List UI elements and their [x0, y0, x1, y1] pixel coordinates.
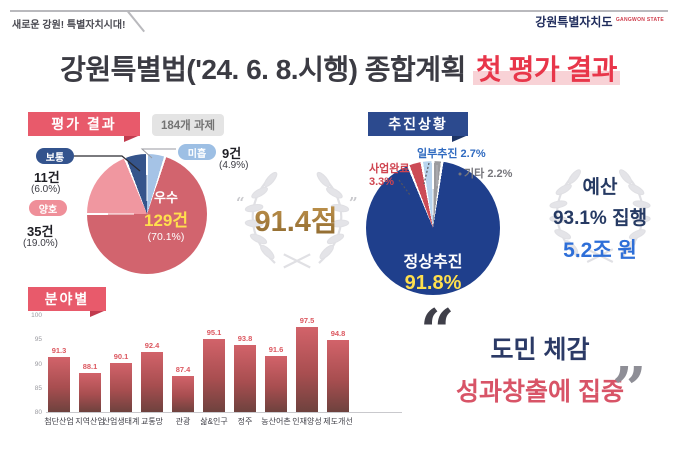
budget-line2: 93.1% 집행	[552, 208, 648, 229]
bar-value-label: 97.5	[299, 316, 315, 326]
quote-line2: 성과창출에 집중	[456, 378, 624, 406]
bar	[234, 345, 256, 412]
task-count-badge: 184개 과제	[152, 114, 225, 136]
slice-label-excellent: 우수	[154, 190, 178, 205]
page-title-highlight: 첫 평가 결과	[473, 54, 620, 85]
bar	[110, 363, 132, 412]
bar-value-label: 91.6	[268, 344, 284, 354]
province-slogan: 새로운 강원! 특별자치시대!	[12, 20, 126, 31]
bar-category-label: 삶&인구	[200, 417, 228, 426]
bar-value-label: 87.4	[175, 365, 191, 375]
bar	[265, 355, 287, 412]
bar	[79, 372, 101, 412]
slice-pct-average: (6.0%)	[31, 184, 61, 195]
slice-label-normal: 정상추진	[403, 254, 463, 271]
quote-line1: 도민 체감	[490, 336, 590, 364]
bar-category-label: 인재양성	[292, 417, 322, 426]
budget-line3: 5.2조 원	[563, 239, 637, 262]
bar-category-label: 첨단산업	[44, 417, 74, 426]
bar-value-label: 90.1	[113, 352, 129, 362]
slice-pct-good: (19.0%)	[23, 238, 59, 249]
section-label-evaluation: 평가 결과	[28, 112, 140, 142]
bar	[48, 357, 70, 412]
y-axis-tick: 100	[31, 312, 42, 319]
bar-value-label: 92.4	[144, 340, 160, 350]
budget-line1: 예산	[582, 177, 618, 198]
open-quote-icon: “	[420, 297, 455, 367]
page-title-prefix: 강원특별법('24. 6. 8.시행) 종합계획	[60, 54, 474, 85]
gangwon-state-logo: 강원특별자치도 GANGWON STATE	[535, 13, 664, 30]
bar-value-label: 93.8	[237, 334, 253, 344]
top-divider	[10, 10, 668, 12]
bar-category-label: 정주	[237, 417, 253, 426]
bar-value-label: 95.1	[206, 327, 222, 337]
bar-category-label: 관광	[175, 417, 191, 426]
open-quote-icon: “	[236, 194, 245, 212]
y-axis-tick: 90	[34, 360, 42, 368]
slice-pill-average: 보통	[36, 148, 74, 164]
slice-pct-excellent: (70.1%)	[147, 231, 185, 243]
slice-count-insufficient: 9건	[222, 146, 242, 161]
section-label-progress: 추진상황	[368, 112, 468, 142]
progress-pie-main-label: 정상추진 91.8%	[380, 248, 486, 295]
bar-category-label: 교통망	[140, 417, 164, 426]
slice-count-excellent: 129건	[143, 211, 188, 230]
logo-subtext: GANGWON STATE	[615, 17, 664, 23]
bar-value-label: 94.8	[330, 329, 346, 339]
evaluation-pie-chart	[87, 154, 207, 274]
y-axis-tick: 95	[34, 336, 42, 344]
bar	[203, 338, 225, 412]
progress-pie-chart	[366, 161, 500, 295]
bar-category-label: 산업생태계	[102, 417, 140, 426]
bar-category-label: 제도개선	[323, 417, 353, 426]
slice-label-other: 기타 2.2%	[464, 168, 513, 180]
y-axis-tick: 80	[34, 409, 42, 416]
slice-count-average: 11건	[34, 170, 60, 185]
slice-pct-insufficient: (4.9%)	[219, 160, 249, 171]
page-title: 강원특별법('24. 6. 8.시행) 종합계획 첫 평가 결과	[0, 48, 680, 88]
bar	[327, 340, 349, 412]
top-divider-diagonal	[126, 10, 145, 32]
bar	[296, 327, 318, 412]
slice-pct-normal: 91.8%	[404, 272, 462, 294]
bar-value-label: 91.3	[51, 346, 67, 356]
evaluation-pie-main-label: 우수 129건 (70.1%)	[126, 187, 206, 243]
close-quote-icon: ”	[612, 355, 647, 425]
bar-category-label: 농산어촌	[261, 417, 291, 426]
bar	[141, 351, 163, 412]
sector-bar-chart: 91.3 첨단산업 88.1 지역산업 90.1 산업생태계 92.4 교통망 87.4 관광 95…	[44, 316, 402, 426]
slice-count-good: 35건	[27, 224, 54, 239]
bar-value-label: 88.1	[82, 361, 98, 371]
slice-pill-good: 양호	[29, 200, 67, 216]
slice-label-completed: 사업완료 3.3%	[369, 163, 410, 188]
slice-label-partial: 일부추진 2.7%	[417, 148, 486, 160]
overall-score: 91.4점	[244, 198, 348, 240]
y-axis-tick: 85	[34, 384, 42, 392]
bar-category-label: 지역산업	[75, 417, 105, 426]
budget-summary: 예산 93.1% 집행 5.2조 원	[540, 172, 660, 264]
bar	[172, 376, 194, 412]
close-quote-icon: ”	[349, 194, 358, 212]
slice-pill-insufficient: 미흡	[178, 144, 216, 160]
logo-text: 강원특별자치도	[535, 15, 613, 29]
section-label-sector: 분야별	[28, 287, 106, 317]
